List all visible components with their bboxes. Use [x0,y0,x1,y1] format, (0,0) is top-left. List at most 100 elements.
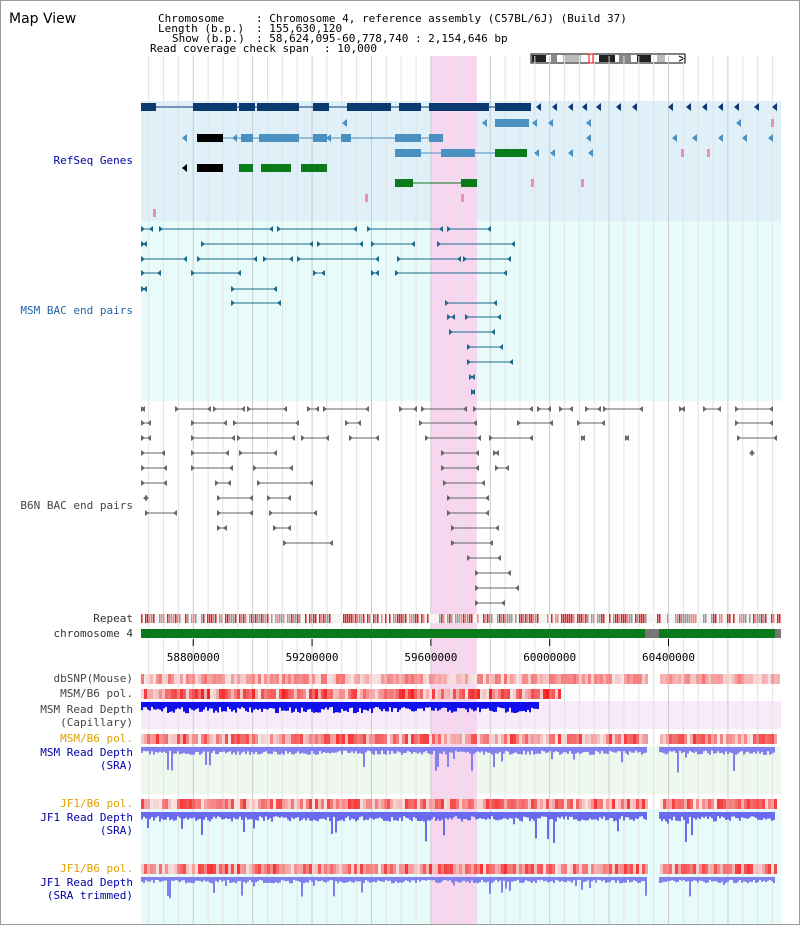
msm-b6-pol-mark [501,689,504,699]
msm-sra-depth-bar [401,747,403,755]
dbsnp-mark [678,674,681,684]
jf1-trim-depth-bar [155,877,157,880]
msm-b6-pol2-mark [336,734,339,744]
msm-b6-pol2-mark [396,734,399,744]
jf1-b6-pol-mark [534,799,537,809]
dbsnp-mark [465,674,468,684]
jf1-b6-pol-mark [315,799,318,809]
jf1-trim-depth-bar [243,877,245,882]
jf1-trim-depth-bar [303,877,305,884]
jf1-b6-pol2-mark [726,864,729,874]
msm-sra-depth-bar [431,747,433,755]
jf1-sra-depth-bar [701,812,703,817]
msm-bac-pair-end [157,270,161,276]
jf1-b6-pol2-mark [363,864,366,874]
b6n-bac-pair-end [295,420,299,426]
chromosome-bar [141,629,781,638]
jf1-sra-depth-bar [361,812,363,817]
repeat-mark [741,614,743,623]
jf1-trim-depth-bar [547,877,549,883]
jf1-sra-depth-bar [735,812,737,818]
jf1-b6-pol2-mark [213,864,216,874]
msm-b6-pol2-mark [231,734,234,744]
jf1-trim-depth-bar [367,877,369,882]
jf1-trim-depth-bar [611,877,613,881]
jf1-trim-depth-bar [461,877,463,882]
chromosome-ideogram[interactable] [529,52,689,66]
msm-b6-pol-mark [414,689,417,699]
repeat-mark [561,614,563,623]
jf1-sra-depth-bar [761,812,763,821]
gene-arrow [742,134,747,142]
b6n-bac-pair-end [289,465,293,471]
jf1-b6-pol2-mark [627,864,630,874]
msm-cap-depth-bar [173,702,175,713]
jf1-b6-pol2-mark [438,864,441,874]
dbsnp-mark [597,674,600,684]
msm-bac-pair-end [149,226,153,232]
msm-cap-depth-bar [143,702,145,708]
b6n-bac-pair-end [145,510,149,516]
repeat-mark [773,614,775,623]
jf1-sra-depth-bar [667,812,669,824]
jf1-trim-depth-bar [531,877,533,883]
jf1-b6-pol2-mark [192,864,195,874]
msm-bac-pair-end [371,241,375,247]
repeat-mark [579,614,581,623]
repeat-mark [241,614,243,623]
dbsnp-mark [447,674,450,684]
jf1-b6-pol2-mark [330,864,333,874]
repeat-mark [749,614,751,623]
jf1-b6-pol2-mark [690,864,693,874]
repeat-mark [153,614,155,623]
msm-cap-depth-bar [509,702,511,708]
jf1-trim-depth-bar [195,877,197,881]
repeat-mark [683,614,685,623]
msm-sra-depth-bar [343,747,345,751]
msm-b6-pol2-mark [408,734,411,744]
gene-arrow [586,134,591,142]
msm-sra-depth-bar [455,747,457,751]
jf1-sra-depth-bar [379,812,381,818]
jf1-b6-pol-mark [384,799,387,809]
msm-sra-depth-bar [757,747,759,752]
msm-sra-depth-bar [487,747,489,753]
jf1-sra-depth-bar [191,812,193,819]
jf1-sra-depth-bar [635,812,637,819]
msm-b6-pol2-mark [189,734,192,744]
msm-cap-depth-bar [213,702,215,713]
jf1-trim-depth-bar [343,877,345,884]
track-label-msm-depth-sra-2: (SRA) [99,759,133,772]
jf1-trim-depth-bar [593,877,595,881]
jf1-trim-depth-bar [239,877,241,881]
repeat-mark [231,614,233,623]
jf1-trim-depth-bar [583,877,585,882]
repeat-mark [415,614,417,623]
jf1-trim-depth-bar [671,877,673,881]
jf1-sra-depth-bar [435,812,437,822]
jf1-b6-pol-mark [747,799,750,809]
msm-b6-pol-mark [378,689,381,699]
dbsnp-mark [210,674,213,684]
jf1-b6-pol2-mark [696,864,699,874]
jf1-b6-pol2-mark [357,864,360,874]
jf1-b6-pol2-mark [165,864,168,874]
msm-bac-pair-end [197,256,201,262]
jf1-trim-depth-bar [549,877,551,882]
msm-b6-pol-mark [264,689,267,699]
repeat-mark [195,614,197,623]
msm-b6-pol-mark [381,689,384,699]
b6n-bac-pair-end [323,406,327,412]
msm-sra-depth-bar [765,747,767,755]
msm-cap-depth-bar [335,702,337,713]
jf1-sra-depth-bar [551,812,553,820]
b6n-bac-pair-end [441,465,445,471]
msm-sra-depth-bar [197,747,199,752]
msm-b6-pol2-mark [582,734,585,744]
msm-cap-depth-bar [413,702,415,712]
jf1-trim-depth-bar [347,877,349,883]
msm-cap-depth-bar [169,702,171,712]
repeat-mark [325,614,327,623]
jf1-sra-depth-bar [501,812,503,820]
jf1-trim-depth-bar [695,877,697,881]
